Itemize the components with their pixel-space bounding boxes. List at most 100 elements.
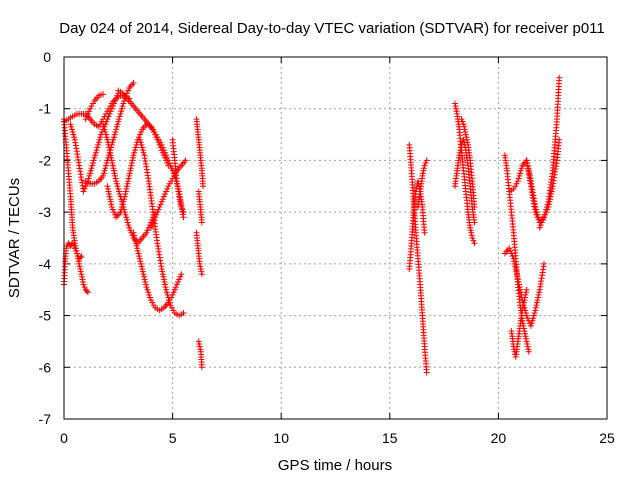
data-point [78,253,85,260]
data-point [131,232,138,239]
data-point [460,121,467,128]
data-point [112,211,118,218]
data-point [197,266,204,272]
data-point [106,110,113,117]
data-point [133,141,140,148]
data-point [147,294,153,301]
data-point [159,271,166,278]
series-arc-s [406,178,428,272]
data-point [130,152,137,159]
data-point [115,185,122,192]
data-point [103,162,109,169]
data-point [142,281,149,288]
data-point [158,198,165,205]
data-point [76,263,83,270]
data-point [74,250,80,257]
series-arc-l [147,157,189,231]
data-point [164,154,171,161]
data-point [178,271,185,278]
data-point [421,162,428,169]
data-point [105,113,112,120]
data-point [139,266,146,272]
data-point [151,216,158,223]
data-point [166,160,173,166]
data-point [198,364,205,371]
data-point [87,170,94,177]
series-arc-o [193,229,205,278]
data-point [177,201,184,208]
data-point [117,110,124,117]
data-point [92,149,99,156]
data-point [538,219,545,226]
data-point [539,216,546,223]
data-point [461,126,468,133]
data-point [108,204,115,210]
data-point [515,175,522,182]
data-point [524,343,531,350]
data-point [138,129,145,135]
data-point [422,160,429,166]
data-point [456,149,463,156]
series-arc-p [195,188,205,226]
data-point [556,136,563,143]
data-point [546,198,553,205]
data-point [168,165,175,172]
data-point [125,175,132,182]
data-point [464,139,471,146]
data-point [81,185,88,192]
data-point [112,172,118,179]
data-point [157,139,164,146]
data-point [72,245,79,252]
data-point [118,206,125,213]
data-point [147,224,154,231]
data-point [162,284,169,291]
data-point [145,289,152,296]
x-tick-label: 15 [382,430,398,446]
data-point [150,302,157,309]
data-point [113,126,120,133]
data-point [121,196,128,203]
data-point [509,253,516,260]
x-tick-label: 10 [273,430,289,446]
data-point [85,175,92,182]
data-point [109,160,116,166]
data-point [180,214,187,221]
series-arc-n [193,116,206,190]
data-point [97,131,104,138]
data-point [140,149,147,156]
data-point [121,193,128,200]
data-point [160,193,167,200]
x-tick-label: 5 [169,430,177,446]
data-point [102,165,109,172]
data-point [67,121,74,128]
data-point [108,201,115,208]
data-point [525,348,532,355]
y-tick-label: -4 [39,256,52,272]
data-point [537,222,544,229]
data-point [127,167,134,174]
data-point [80,188,87,195]
data-point [523,286,530,293]
data-point [176,276,183,283]
data-point [177,273,184,280]
data-point [156,204,163,210]
data-point [104,116,111,123]
data-point [105,141,112,148]
data-point [547,193,554,200]
data-point [164,291,171,298]
data-point [131,235,138,241]
data-point [170,289,177,296]
data-point [112,98,118,104]
y-tick-label: 0 [43,49,51,65]
data-point [136,253,143,260]
data-point [196,341,203,347]
data-point [536,289,543,296]
data-point [68,123,75,130]
data-point [517,286,524,293]
series-arc-j [130,229,185,314]
data-point [165,157,172,164]
data-point [462,131,469,138]
data-point [114,92,121,99]
data-point [164,185,171,192]
data-point [541,214,547,221]
